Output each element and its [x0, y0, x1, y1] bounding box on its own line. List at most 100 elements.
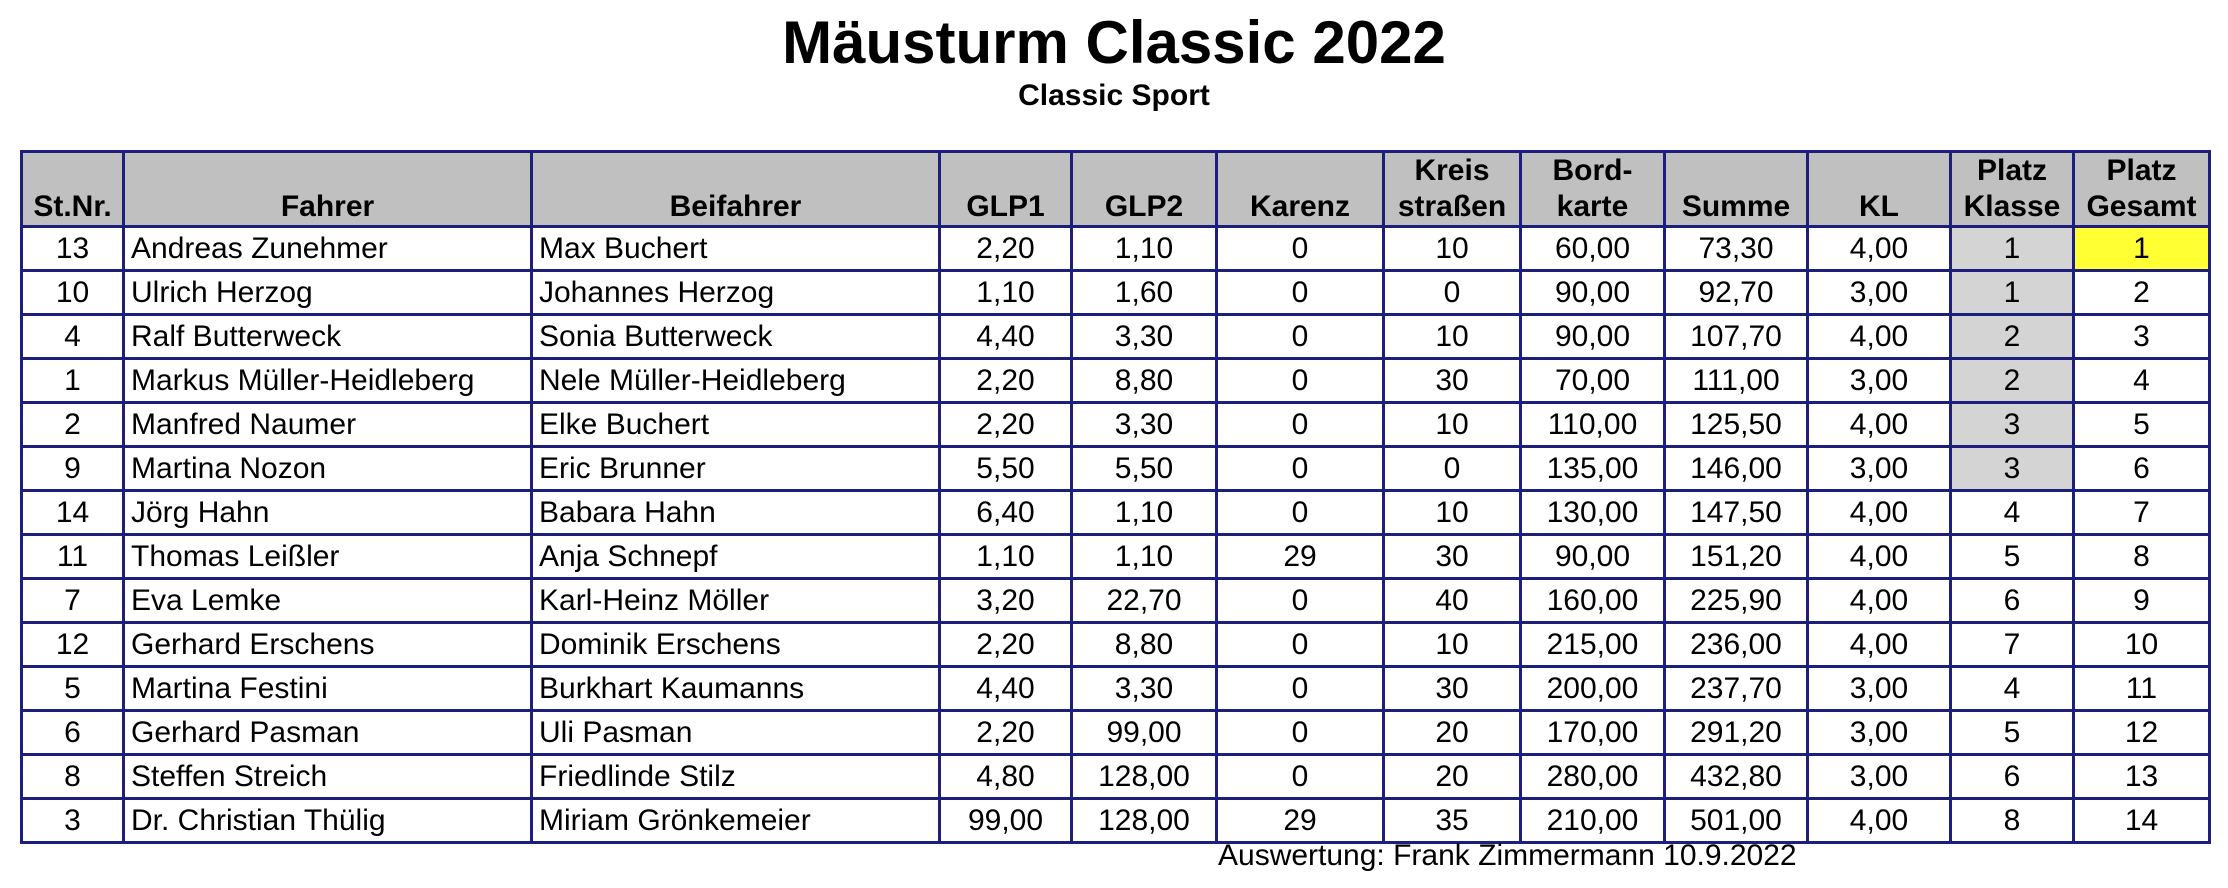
cell-platz-gesamt: 8 — [2072, 533, 2211, 580]
cell-bordkarte: 130,00 — [1519, 489, 1666, 536]
header-beifahrer: Beifahrer — [530, 150, 941, 228]
table-row: 14 Jörg Hahn Babara Hahn 6,40 1,10 0 10 … — [20, 489, 2211, 536]
cell-platz-gesamt: 7 — [2072, 489, 2211, 536]
cell-kreisstrassen: 10 — [1382, 313, 1522, 360]
cell-glp1: 99,00 — [938, 797, 1073, 844]
results-table: St.Nr. Fahrer Beifahrer GLP1 GLP2 Karenz… — [20, 150, 2211, 844]
cell-glp1: 6,40 — [938, 489, 1073, 536]
table-row: 10 Ulrich Herzog Johannes Herzog 1,10 1,… — [20, 269, 2211, 316]
cell-kreisstrassen: 10 — [1382, 621, 1522, 668]
cell-beifahrer: Friedlinde Stilz — [530, 753, 941, 800]
cell-summe: 236,00 — [1663, 621, 1809, 668]
cell-kreisstrassen: 30 — [1382, 533, 1522, 580]
cell-summe: 151,20 — [1663, 533, 1809, 580]
cell-summe: 125,50 — [1663, 401, 1809, 448]
cell-kreisstrassen: 10 — [1382, 489, 1522, 536]
cell-kreisstrassen: 0 — [1382, 445, 1522, 492]
cell-fahrer: Thomas Leißler — [122, 533, 533, 580]
cell-glp1: 2,20 — [938, 709, 1073, 756]
header-glp2: GLP2 — [1070, 150, 1218, 228]
header-kl: KL — [1806, 150, 1952, 228]
cell-kreisstrassen: 40 — [1382, 577, 1522, 624]
cell-stnr: 4 — [20, 313, 125, 360]
cell-glp2: 8,80 — [1070, 357, 1218, 404]
cell-fahrer: Markus Müller-Heidleberg — [122, 357, 533, 404]
cell-stnr: 1 — [20, 357, 125, 404]
cell-platz-klasse: 2 — [1949, 313, 2075, 360]
cell-platz-klasse: 5 — [1949, 709, 2075, 756]
cell-summe: 73,30 — [1663, 225, 1809, 272]
cell-beifahrer: Uli Pasman — [530, 709, 941, 756]
table-row: 5 Martina Festini Burkhart Kaumanns 4,40… — [20, 665, 2211, 712]
cell-fahrer: Ulrich Herzog — [122, 269, 533, 316]
cell-bordkarte: 210,00 — [1519, 797, 1666, 844]
cell-stnr: 10 — [20, 269, 125, 316]
cell-beifahrer: Babara Hahn — [530, 489, 941, 536]
cell-karenz: 0 — [1215, 225, 1385, 272]
cell-glp1: 2,20 — [938, 621, 1073, 668]
cell-platz-klasse: 3 — [1949, 401, 2075, 448]
cell-karenz: 29 — [1215, 797, 1385, 844]
cell-stnr: 12 — [20, 621, 125, 668]
cell-beifahrer: Nele Müller-Heidleberg — [530, 357, 941, 404]
cell-summe: 225,90 — [1663, 577, 1809, 624]
cell-bordkarte: 60,00 — [1519, 225, 1666, 272]
cell-platz-gesamt: 5 — [2072, 401, 2211, 448]
cell-beifahrer: Miriam Grönkemeier — [530, 797, 941, 844]
cell-karenz: 0 — [1215, 489, 1385, 536]
cell-glp2: 5,50 — [1070, 445, 1218, 492]
evaluation-footer: Auswertung: Frank Zimmermann 10.9.2022 — [1218, 839, 1797, 872]
cell-glp1: 2,20 — [938, 357, 1073, 404]
cell-karenz: 29 — [1215, 533, 1385, 580]
cell-kl: 3,00 — [1806, 665, 1952, 712]
cell-kl: 4,00 — [1806, 401, 1952, 448]
cell-beifahrer: Eric Brunner — [530, 445, 941, 492]
header-kreisstrassen: Kreis straßen — [1382, 150, 1522, 228]
cell-fahrer: Andreas Zunehmer — [122, 225, 533, 272]
cell-stnr: 6 — [20, 709, 125, 756]
cell-karenz: 0 — [1215, 269, 1385, 316]
table-row: 6 Gerhard Pasman Uli Pasman 2,20 99,00 0… — [20, 709, 2211, 756]
cell-glp2: 3,30 — [1070, 665, 1218, 712]
header-glp1: GLP1 — [938, 150, 1073, 228]
cell-platz-gesamt: 11 — [2072, 665, 2211, 712]
cell-summe: 92,70 — [1663, 269, 1809, 316]
cell-kl: 4,00 — [1806, 489, 1952, 536]
cell-karenz: 0 — [1215, 709, 1385, 756]
cell-kl: 4,00 — [1806, 577, 1952, 624]
cell-stnr: 11 — [20, 533, 125, 580]
table-row: 11 Thomas Leißler Anja Schnepf 1,10 1,10… — [20, 533, 2211, 580]
cell-fahrer: Ralf Butterweck — [122, 313, 533, 360]
cell-platz-gesamt: 3 — [2072, 313, 2211, 360]
cell-glp1: 1,10 — [938, 269, 1073, 316]
header-summe: Summe — [1663, 150, 1809, 228]
cell-glp1: 1,10 — [938, 533, 1073, 580]
cell-platz-klasse: 6 — [1949, 753, 2075, 800]
cell-fahrer: Martina Nozon — [122, 445, 533, 492]
cell-platz-klasse: 7 — [1949, 621, 2075, 668]
cell-fahrer: Dr. Christian Thülig — [122, 797, 533, 844]
cell-glp2: 1,10 — [1070, 533, 1218, 580]
table-row: 13 Andreas Zunehmer Max Buchert 2,20 1,1… — [20, 225, 2211, 272]
cell-platz-klasse: 4 — [1949, 489, 2075, 536]
table-row: 1 Markus Müller-Heidleberg Nele Müller-H… — [20, 357, 2211, 404]
cell-stnr: 7 — [20, 577, 125, 624]
cell-glp2: 128,00 — [1070, 797, 1218, 844]
cell-fahrer: Martina Festini — [122, 665, 533, 712]
table-row: 7 Eva Lemke Karl-Heinz Möller 3,20 22,70… — [20, 577, 2211, 624]
cell-summe: 107,70 — [1663, 313, 1809, 360]
cell-summe: 501,00 — [1663, 797, 1809, 844]
cell-bordkarte: 280,00 — [1519, 753, 1666, 800]
table-row: 2 Manfred Naumer Elke Buchert 2,20 3,30 … — [20, 401, 2211, 448]
cell-glp2: 22,70 — [1070, 577, 1218, 624]
cell-kl: 4,00 — [1806, 533, 1952, 580]
table-row: 4 Ralf Butterweck Sonia Butterweck 4,40 … — [20, 313, 2211, 360]
header-karenz: Karenz — [1215, 150, 1385, 228]
cell-fahrer: Steffen Streich — [122, 753, 533, 800]
header-fahrer: Fahrer — [122, 150, 533, 228]
cell-beifahrer: Burkhart Kaumanns — [530, 665, 941, 712]
header-bordkarte: Bord-karte — [1519, 150, 1666, 228]
cell-platz-klasse: 4 — [1949, 665, 2075, 712]
cell-karenz: 0 — [1215, 313, 1385, 360]
header-platz-klasse: Platz Klasse — [1949, 150, 2075, 228]
